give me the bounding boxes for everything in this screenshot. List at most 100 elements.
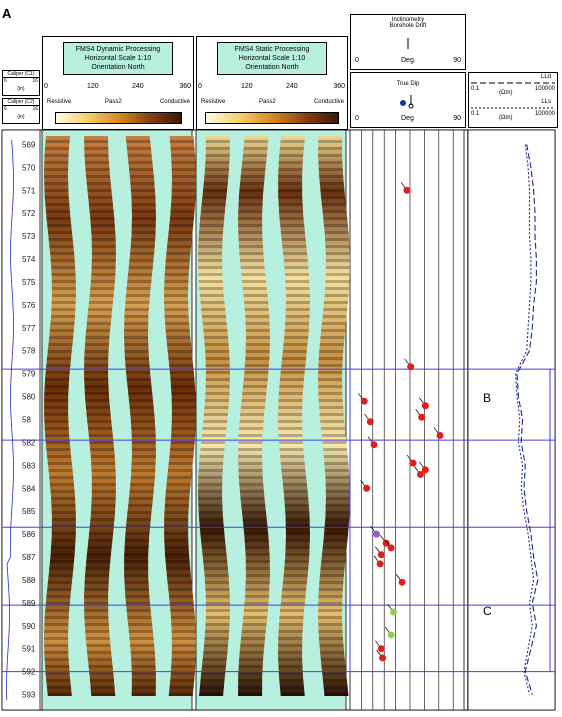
pad-texture: [164, 136, 196, 696]
dip-tadpole: [375, 546, 385, 559]
inclinometry-header: Inclinometry Borehole Drift 0 Deg 90: [350, 14, 466, 70]
lls-min: 0.1: [471, 111, 480, 117]
static-tick: 120: [241, 83, 253, 90]
drift-symbol-icon: [407, 38, 409, 49]
depth-label: 585: [22, 507, 36, 516]
dip-tadpole: [395, 574, 406, 586]
dip-tadpole: [367, 436, 378, 449]
dip-tadpole: [414, 466, 424, 479]
static-header: FMS4 Static Processing Horizontal Scale …: [196, 36, 348, 130]
inclinometry-min: 0: [355, 57, 359, 64]
dip-tadpole: [370, 525, 380, 538]
static-orientation: Orientation North: [245, 64, 299, 71]
pad-texture: [278, 136, 310, 696]
depth-label: 592: [22, 668, 36, 677]
depth-label: 590: [22, 622, 36, 631]
depth-label: 591: [22, 645, 36, 654]
dynamic-header: FMS4 Dynamic Processing Horizontal Scale…: [42, 36, 194, 130]
depth-label: 579: [22, 370, 36, 379]
dynamic-tick: 120: [87, 83, 99, 90]
depth-label: 593: [22, 691, 36, 700]
zone-label-b: B: [483, 391, 491, 405]
resistivity-track: [467, 129, 556, 711]
dynamic-orientation: Orientation North: [91, 64, 145, 71]
inclinometry-unit: Deg: [401, 57, 414, 64]
dip-tadpole: [375, 640, 385, 653]
dynamic-title-box: FMS4 Dynamic Processing Horizontal Scale…: [63, 42, 173, 75]
dynamic-conductive-label: Conductive: [159, 99, 190, 105]
dip-tadpole: [376, 649, 387, 662]
depth-label: 572: [22, 209, 36, 218]
depth-label: 578: [22, 347, 36, 356]
lls-name: LLs: [541, 99, 551, 105]
lls-legend-line: [471, 107, 555, 109]
depth-label: 587: [22, 553, 36, 562]
caliper2-min: 6: [4, 106, 7, 112]
caliper1-unit: (in): [17, 86, 25, 92]
static-tick: 360: [333, 83, 345, 90]
static-tick: 240: [286, 83, 298, 90]
pad-texture: [124, 136, 156, 696]
truedip-header: True Dip 0 Deg 90: [350, 72, 466, 128]
dip-tadpole: [419, 461, 429, 474]
dip-tadpole: [384, 539, 395, 552]
dip-track: [349, 129, 465, 711]
dynamic-tick: 0: [44, 83, 48, 90]
static-conductive-label: Conductive: [313, 99, 344, 105]
dip-tadpole: [357, 392, 368, 405]
caliper1-max: 16: [32, 78, 38, 84]
dip-tadpole: [387, 603, 398, 616]
truedip-min: 0: [355, 115, 359, 122]
static-title-box: FMS4 Static Processing Horizontal Scale …: [217, 42, 327, 75]
caliper1-title: Caliper (C1): [3, 71, 39, 78]
static-scale: Horizontal Scale 1:10: [238, 55, 306, 62]
depth-label: 570: [22, 163, 36, 172]
dip-tadpole: [384, 626, 395, 639]
depth-label: 576: [22, 301, 36, 310]
truedip-unit: Deg: [401, 115, 414, 122]
depth-label: 586: [22, 530, 36, 539]
dip-tadpole: [419, 397, 429, 410]
dynamic-resistive-label: Resistive: [47, 99, 72, 105]
lld-max: 100000: [534, 86, 555, 92]
caliper-track: [1, 129, 41, 711]
dynamic-color-scale: [55, 112, 182, 124]
depth-label: 574: [22, 255, 36, 264]
dip-tadpole-icon: [400, 95, 414, 109]
pad-texture: [198, 136, 230, 696]
caliper2-max: 16: [32, 106, 38, 112]
inclinometry-max: 90: [453, 57, 461, 64]
dip-tadpole: [406, 454, 417, 467]
zone-label-c: C: [483, 604, 492, 618]
pad-texture: [238, 136, 270, 696]
resistivity-header: LLd 0.1 (Ωm) 100000 LLs 0.1 (Ωm) 100000: [468, 72, 558, 128]
inclinometry-title: Inclinometry: [391, 17, 425, 23]
caliper2-header: Caliper (C2) 6 16 (in): [2, 98, 40, 124]
static-pass-label: Pass2: [259, 99, 276, 105]
static-resistive-label: Resistive: [201, 99, 226, 105]
dip-tadpole: [360, 480, 371, 492]
caliper1-header: Caliper (C1) 6 16 (in): [2, 70, 40, 96]
lld-name: LLd: [540, 74, 551, 80]
truedip-title: True Dip: [396, 81, 420, 87]
dynamic-tick: 240: [132, 83, 144, 90]
lld-legend-line: [471, 82, 555, 84]
depth-label: 582: [22, 438, 36, 447]
dip-tadpole: [415, 408, 426, 421]
depth-label: 569: [22, 140, 36, 149]
lld-min: 0.1: [471, 86, 480, 92]
pad-texture: [84, 136, 116, 696]
depth-label: 588: [22, 576, 36, 585]
depth-label: 571: [22, 186, 36, 195]
caliper1-min: 6: [4, 78, 7, 84]
depth-label: 58: [22, 416, 31, 425]
pad-texture: [318, 136, 350, 696]
dynamic-ticks: 0 120 240 360: [43, 83, 193, 93]
dynamic-title: FMS4 Dynamic Processing: [75, 46, 161, 53]
dip-tadpole: [373, 555, 384, 568]
static-title: FMS4 Static Processing: [234, 46, 310, 53]
dynamic-tick: 360: [179, 83, 191, 90]
depth-label: 575: [22, 278, 36, 287]
dip-tadpole: [404, 358, 415, 371]
depth-label: 583: [22, 461, 36, 470]
